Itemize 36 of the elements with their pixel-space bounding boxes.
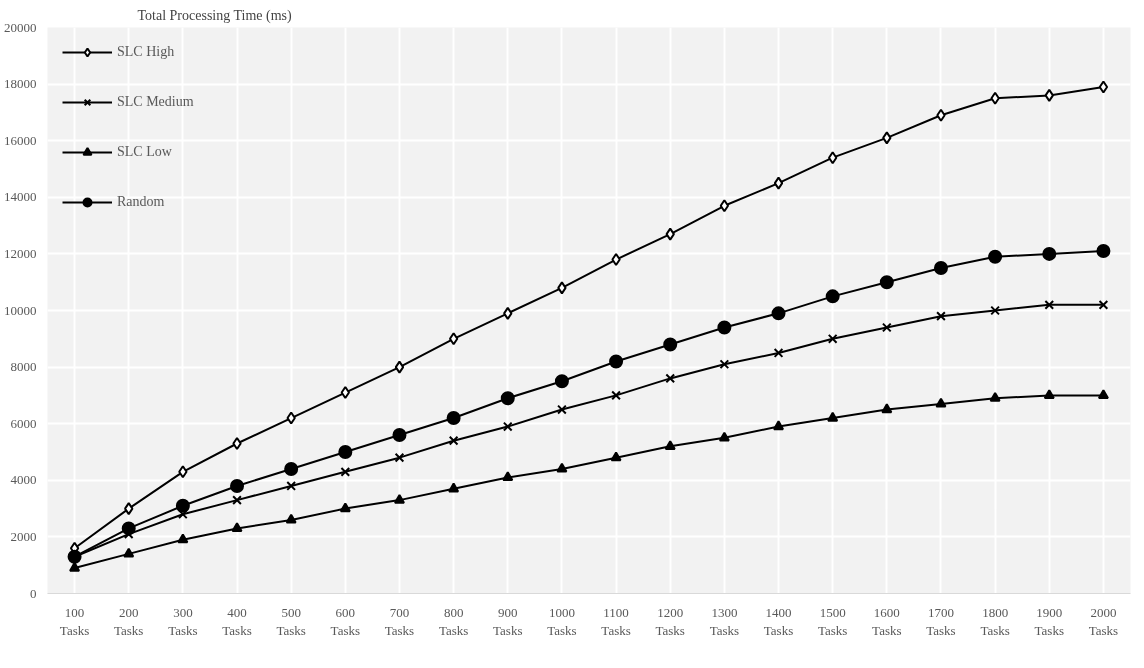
- x-tick-label: 600 Tasks: [330, 604, 361, 638]
- x-tick-label: 1900 Tasks: [1034, 604, 1064, 638]
- legend-label: SLC High: [117, 44, 175, 60]
- x-tick-label: 300 Tasks: [168, 604, 198, 638]
- x-tick-label: 200 Tasks: [114, 604, 144, 638]
- x-tick-label: 900 Tasks: [493, 604, 523, 638]
- x-tick-label: 800 Tasks: [438, 604, 469, 638]
- x-tick-label: 2000 Tasks: [1088, 604, 1119, 638]
- x-tick-label: 1100 Tasks: [601, 604, 631, 638]
- x-tick-label: 100 Tasks: [59, 604, 90, 638]
- x-tick-label: 1400 Tasks: [763, 604, 794, 638]
- legend-label: Random: [117, 194, 165, 210]
- legend-label: SLC Medium: [117, 94, 194, 110]
- y-tick-label: 10000: [4, 302, 37, 318]
- y-axis-title: Total Processing Time (ms): [137, 7, 293, 24]
- x-tick-label: 500 Tasks: [276, 604, 306, 638]
- y-tick-label: 6000: [10, 415, 37, 431]
- y-tick-label: 14000: [4, 189, 37, 205]
- x-tick-label: 1800 Tasks: [980, 604, 1010, 638]
- y-tick-label: 18000: [4, 76, 37, 92]
- x-tick-label: 1000 Tasks: [547, 604, 577, 638]
- x-tick-label: 1200 Tasks: [655, 604, 685, 638]
- y-tick-label: 20000: [4, 19, 37, 35]
- y-tick-label: 2000: [10, 528, 37, 544]
- x-tick-label: 1600 Tasks: [872, 604, 902, 638]
- x-tick-label: 1300 Tasks: [709, 604, 740, 638]
- x-tick-label: 400 Tasks: [222, 604, 252, 638]
- y-tick-label: 8000: [10, 359, 37, 375]
- y-tick-label: 0: [30, 585, 37, 601]
- y-tick-label: 12000: [4, 245, 37, 261]
- x-tick-label: 700 Tasks: [384, 604, 415, 638]
- x-tick-label: 1500 Tasks: [817, 604, 848, 638]
- legend-label: SLC Low: [117, 144, 172, 160]
- x-tick-label: 1700 Tasks: [926, 604, 956, 638]
- y-tick-label: 16000: [4, 132, 37, 148]
- y-tick-label: 4000: [10, 472, 37, 488]
